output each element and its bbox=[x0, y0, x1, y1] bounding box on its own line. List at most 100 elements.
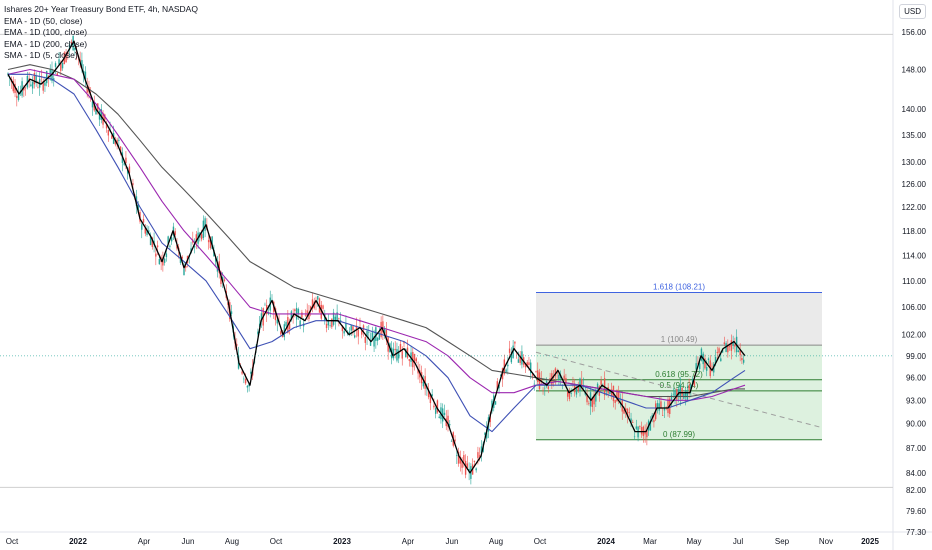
candle-body bbox=[433, 405, 435, 408]
candle-body bbox=[128, 166, 131, 173]
candle-body bbox=[401, 351, 403, 359]
candle-body bbox=[281, 334, 284, 338]
candle-body bbox=[695, 363, 697, 370]
candle-body bbox=[167, 236, 169, 244]
candle-body bbox=[341, 325, 344, 332]
indicator-ema50[interactable]: EMA - 1D (50, close) bbox=[4, 15, 83, 26]
candle-body bbox=[236, 344, 238, 346]
candle-body bbox=[141, 224, 143, 230]
candle-body bbox=[352, 326, 354, 331]
candle-body bbox=[376, 338, 379, 341]
y-tick-label: 102.00 bbox=[902, 331, 927, 340]
y-tick-label: 90.00 bbox=[906, 420, 927, 429]
candle-body bbox=[257, 331, 259, 335]
candle-body bbox=[628, 412, 630, 413]
candle-body bbox=[530, 362, 532, 374]
candle-body bbox=[211, 236, 213, 249]
x-tick-label: Jun bbox=[446, 537, 459, 546]
candle-body bbox=[336, 312, 338, 322]
candle-body bbox=[741, 358, 743, 361]
candle-body bbox=[593, 394, 595, 405]
candle-body bbox=[405, 349, 407, 358]
candle-body bbox=[533, 383, 535, 385]
candle-body bbox=[276, 320, 278, 324]
candle-body bbox=[280, 331, 282, 335]
candle-body bbox=[554, 368, 557, 377]
candle-body bbox=[706, 367, 708, 371]
x-tick-label: Oct bbox=[534, 537, 547, 546]
y-tick-label: 84.00 bbox=[906, 469, 927, 478]
candle-body bbox=[334, 316, 337, 322]
candle-body bbox=[566, 391, 569, 397]
candle-body bbox=[58, 59, 60, 65]
candle-body bbox=[116, 139, 118, 145]
candle-body bbox=[684, 390, 687, 398]
candle-body bbox=[508, 348, 511, 353]
candle-body bbox=[517, 359, 520, 363]
candle-body bbox=[105, 124, 108, 129]
y-tick-label: 106.00 bbox=[902, 303, 927, 312]
candle-body bbox=[354, 335, 356, 338]
candle-body bbox=[415, 358, 418, 362]
indicator-ema200[interactable]: EMA - 1D (200, close) bbox=[4, 38, 88, 49]
candle-body bbox=[195, 234, 198, 243]
candle-body bbox=[394, 348, 396, 351]
candle-body bbox=[345, 323, 347, 331]
candle-body bbox=[540, 378, 542, 382]
candle-body bbox=[408, 359, 410, 361]
y-tick-label: 77.30 bbox=[906, 528, 927, 537]
x-tick-label: Jun bbox=[182, 537, 195, 546]
fib-zone bbox=[536, 345, 822, 380]
y-tick-label: 122.00 bbox=[902, 203, 927, 212]
candle-body bbox=[672, 393, 674, 395]
candle-body bbox=[618, 392, 620, 402]
candle-body bbox=[329, 325, 331, 326]
candle-body bbox=[670, 395, 673, 400]
fib-level-label: 0.5 (94.24) bbox=[660, 381, 699, 390]
candle-body bbox=[524, 363, 527, 368]
candle-body bbox=[496, 381, 498, 390]
candle-body bbox=[449, 424, 451, 426]
candle-body bbox=[311, 299, 314, 309]
candle-body bbox=[635, 426, 638, 429]
candle-body bbox=[688, 385, 690, 390]
candle-body bbox=[544, 387, 546, 389]
candle-body bbox=[711, 365, 713, 367]
x-tick-label: Apr bbox=[138, 537, 151, 546]
candle-body bbox=[403, 341, 405, 344]
indicator-ema100[interactable]: EMA - 1D (100, close) bbox=[4, 27, 88, 37]
candle-body bbox=[30, 84, 32, 87]
candle-body bbox=[505, 369, 507, 373]
candle-body bbox=[528, 362, 530, 365]
candle-body bbox=[463, 455, 465, 462]
candle-body bbox=[633, 436, 636, 438]
candle-body bbox=[181, 256, 183, 259]
candle-body bbox=[477, 452, 479, 459]
candle-body bbox=[299, 320, 301, 327]
y-tick-label: 82.00 bbox=[906, 486, 927, 495]
y-tick-label: 110.00 bbox=[902, 277, 926, 286]
candle-body bbox=[417, 368, 419, 374]
x-tick-label: 2025 bbox=[861, 537, 879, 546]
x-tick-label: May bbox=[686, 537, 701, 546]
candle-body bbox=[288, 323, 291, 329]
chart-title: Ishares 20+ Year Treasury Bond ETF, 4h, … bbox=[4, 4, 198, 14]
candle-body bbox=[355, 325, 358, 330]
candle-body bbox=[327, 319, 330, 326]
candle-body bbox=[586, 393, 588, 403]
candle-body bbox=[214, 257, 217, 262]
chart-legend: Ishares 20+ Year Treasury Bond ETF, 4h, … bbox=[4, 4, 198, 62]
currency-badge[interactable]: USD bbox=[899, 4, 926, 19]
candle-body bbox=[723, 342, 726, 345]
y-tick-label: 118.00 bbox=[902, 227, 926, 236]
indicator-sma5[interactable]: SMA - 1D (5, close) bbox=[4, 50, 78, 60]
candle-body bbox=[338, 318, 340, 319]
candle-body bbox=[399, 344, 402, 352]
candle-body bbox=[304, 315, 307, 316]
candle-body bbox=[730, 340, 733, 351]
candle-body bbox=[443, 412, 446, 415]
candle-body bbox=[310, 306, 312, 310]
candle-body bbox=[364, 336, 366, 343]
y-tick-label: 79.60 bbox=[906, 507, 927, 516]
